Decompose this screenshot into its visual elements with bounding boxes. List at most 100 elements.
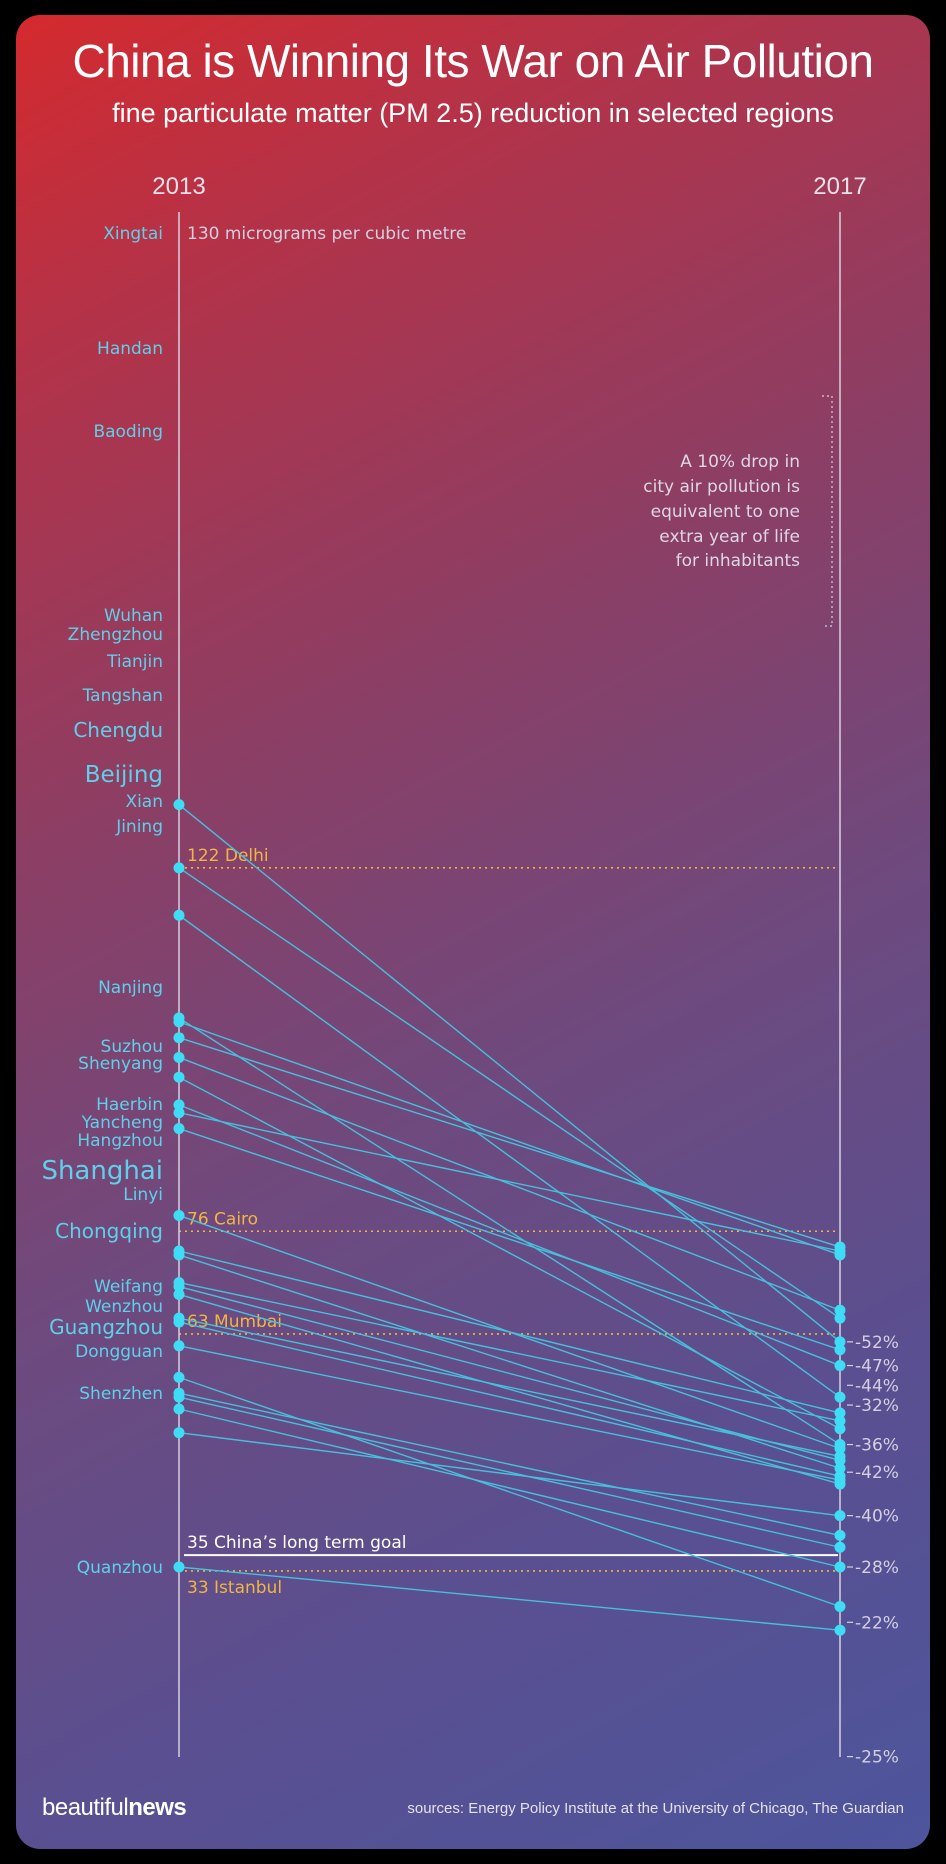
dot-2017-xian: [834, 1245, 846, 1257]
city-label-yancheng: Yancheng: [81, 1113, 163, 1133]
dot-2013-hangzhou: [173, 1288, 185, 1300]
note-line: city air pollution is: [643, 477, 800, 497]
brand-light: beautiful: [42, 1794, 129, 1821]
city-label-linyi: Linyi: [123, 1185, 163, 1205]
city-label-dongguan: Dongguan: [75, 1342, 163, 1362]
city-label-quanzhou: Quanzhou: [77, 1558, 163, 1578]
series-line-wenzhou: [178, 1392, 841, 1537]
city-label-chengdu: Chengdu: [73, 718, 163, 742]
series-line-linyi: [178, 1321, 841, 1477]
series-line-handan: [178, 867, 841, 1319]
dot-2013-baoding: [173, 909, 185, 921]
x-label-2013: 2013: [152, 173, 205, 200]
city-label-beijing: Beijing: [85, 762, 163, 788]
chart-subtitle: fine particulate matter (PM 2.5) reducti…: [112, 98, 834, 128]
dot-2017-dongguan: [834, 1561, 846, 1573]
series-line-wuhan: [178, 1017, 841, 1446]
dot-2013-jining: [173, 1123, 185, 1135]
series-line-tianjin: [178, 1037, 841, 1248]
city-label-wenzhou: Wenzhou: [85, 1297, 163, 1317]
reference-lines: 122 Delhi 76 Cairo 63 Mumbai 35 China’s lon…: [179, 846, 838, 1598]
dot-2013-chongqing: [173, 1340, 185, 1352]
sources-note: sources: Energy Policy Institute at the …: [407, 1800, 904, 1817]
city-label-tianjin: Tianjin: [106, 652, 163, 672]
city-label-xingtai: Xingtai: [103, 224, 163, 244]
note-line: A 10% drop in: [680, 452, 800, 472]
series-line-chongqing: [178, 1345, 841, 1481]
dot-2017-chongqing: [834, 1474, 846, 1486]
series-line-xian: [178, 1112, 841, 1252]
city-label-handan: Handan: [97, 339, 163, 359]
series-lines: [178, 804, 841, 1631]
dot-2013-beijing: [173, 1099, 185, 1111]
brand-logo: beautifulnews: [42, 1794, 187, 1822]
series-line-jining: [178, 1127, 841, 1351]
dot-2013-shenzhen: [173, 1427, 185, 1439]
percent-label-25: -25%: [855, 1748, 899, 1768]
dot-2013-handan: [173, 862, 185, 874]
city-label-shenzhen: Shenzhen: [79, 1384, 163, 1404]
city-label-shanghai: Shanghai: [41, 1156, 163, 1186]
note-annotation: A 10% drop in city air pollution is equi…: [643, 395, 833, 627]
dot-2017-handan: [834, 1312, 846, 1324]
dot-2013-dongguan: [173, 1403, 185, 1415]
note-line: equivalent to one: [651, 502, 800, 522]
note-bracket: [822, 395, 833, 627]
series-line-beijing: [178, 1104, 841, 1367]
dot-2017-shenzhen: [834, 1510, 846, 1522]
series-line-suzhou: [178, 1250, 841, 1414]
city-label-weifang: Weifang: [94, 1277, 163, 1297]
percent-label-52: -52%: [855, 1333, 899, 1353]
series-line-dongguan: [178, 1408, 841, 1568]
city-label-zhengzhou: Zhengzhou: [68, 625, 163, 645]
series-line-weifang: [178, 1376, 841, 1608]
dot-2017-beijing: [834, 1360, 846, 1372]
percent-label-28: -28%: [855, 1558, 899, 1578]
city-label-jining: Jining: [115, 817, 163, 837]
dot-2013-xian: [173, 1107, 185, 1119]
axes: 2013 2017: [152, 173, 867, 1757]
infographic-card: [16, 15, 930, 1849]
note-line: extra year of life: [659, 527, 800, 547]
percent-label-40: -40%: [855, 1507, 899, 1527]
percent-label-36: -36%: [855, 1436, 899, 1456]
dot-2017-shanghai: [834, 1450, 846, 1462]
brand-bold: news: [128, 1794, 187, 1821]
series-line-tangshan: [178, 1056, 841, 1311]
dot-2013-shenyang: [173, 1249, 185, 1261]
dot-2013-xingtai: [173, 799, 185, 811]
dot-2013-yancheng: [173, 1281, 185, 1293]
dot-2017-haerbin: [834, 1415, 846, 1427]
city-label-baoding: Baoding: [93, 422, 163, 442]
reference-label-122-delhi: 122 Delhi: [187, 846, 269, 866]
dot-2017-quanzhou: [834, 1624, 846, 1636]
series-line-haerbin: [178, 1281, 841, 1422]
dot-2017-guangzhou: [834, 1541, 846, 1553]
city-label-nanjing: Nanjing: [98, 978, 163, 998]
city-label-guangzhou: Guangzhou: [49, 1315, 163, 1339]
city-label-shenyang: Shenyang: [78, 1054, 163, 1074]
series-line-quanzhou: [178, 1566, 841, 1631]
dot-2013-nanjing: [173, 1209, 185, 1221]
city-label-tangshan: Tangshan: [82, 686, 163, 706]
series-line-hangzhou: [178, 1293, 841, 1485]
note-line: for inhabitants: [676, 551, 801, 571]
city-label-xian: Xian: [125, 792, 163, 812]
series-line-zhengzhou: [178, 1021, 841, 1256]
percent-label-47: -47%: [855, 1357, 899, 1377]
dot-2017-tangshan: [834, 1304, 846, 1316]
series-dots: [173, 799, 846, 1636]
dot-2013-linyi: [173, 1316, 185, 1328]
reference-label-33-istanbul: 33 Istanbul: [187, 1578, 282, 1598]
dot-2017-baoding: [834, 1391, 846, 1403]
dot-2017-xingtai: [834, 1336, 846, 1348]
dot-2017-jining: [834, 1344, 846, 1356]
dot-2017-wenzhou: [834, 1529, 846, 1541]
reference-label-35-china-s-long-term-goal: 35 China’s long term goal: [187, 1533, 406, 1553]
series-line-yancheng: [178, 1285, 841, 1462]
percent-label-22: -22%: [855, 1613, 899, 1633]
dot-2017-chengdu: [834, 1423, 846, 1435]
dot-2013-weifang: [173, 1371, 185, 1383]
series-line-shenzhen: [178, 1432, 841, 1517]
reference-label-63-mumbai: 63 Mumbai: [187, 1312, 282, 1332]
